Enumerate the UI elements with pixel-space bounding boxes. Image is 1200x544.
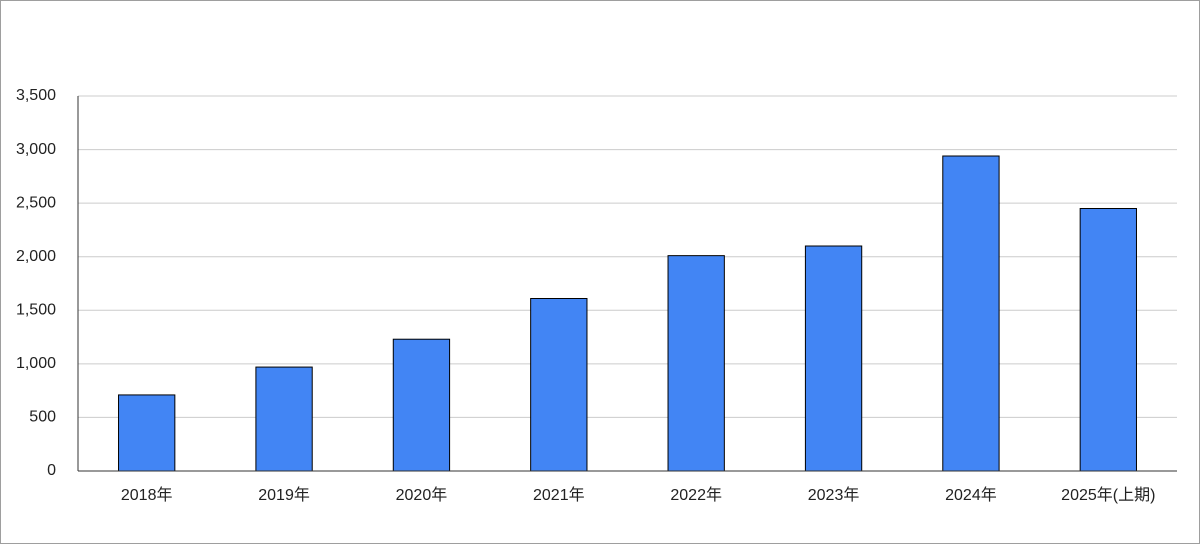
- x-tick-label: 2022年: [670, 486, 722, 504]
- bar: [118, 394, 176, 472]
- bar: [255, 366, 313, 472]
- y-tick-label: 3,000: [16, 141, 56, 158]
- y-tick-label: 3,500: [16, 87, 56, 104]
- x-tick-label: 2018年: [121, 486, 173, 504]
- x-tick-label: 2021年: [533, 486, 585, 504]
- x-tick-label: 2019年: [258, 486, 310, 504]
- x-tick-label: 2025年(上期): [1061, 486, 1155, 504]
- y-tick-label: 1,500: [16, 302, 56, 319]
- bar: [392, 338, 451, 472]
- x-tick-label: 2020年: [396, 486, 448, 504]
- y-tick-label: 0: [47, 462, 56, 479]
- bar: [942, 155, 1000, 472]
- y-tick-label: 500: [29, 409, 56, 426]
- y-tick-label: 2,500: [16, 194, 56, 211]
- bar: [1079, 208, 1137, 472]
- y-tick-label: 1,000: [16, 355, 56, 372]
- bar: [804, 245, 863, 472]
- x-tick-label: 2023年: [808, 486, 860, 504]
- y-tick-label: 2,000: [16, 248, 56, 265]
- bar: [530, 298, 588, 472]
- x-tick-label: 2024年: [945, 486, 997, 504]
- bar: [667, 255, 725, 472]
